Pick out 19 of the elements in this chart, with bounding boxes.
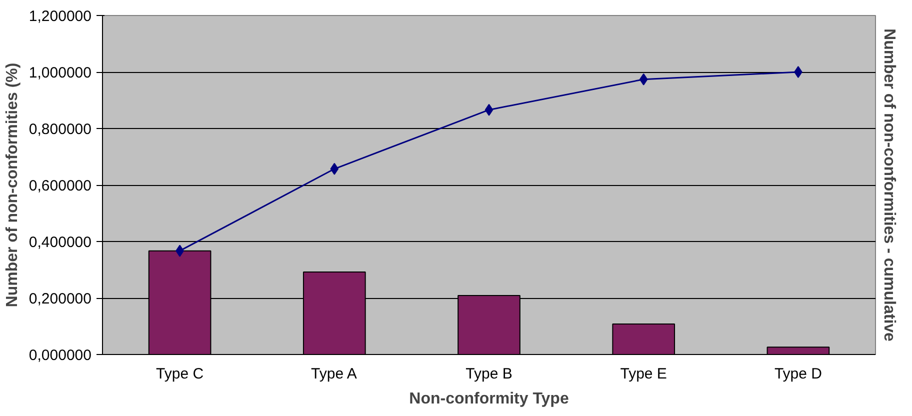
y-tick-label: 0,000000 (28, 347, 92, 364)
x-tick-label: Type E (620, 366, 667, 382)
y-tick-label: 1,200000 (28, 8, 92, 25)
point (330, 162, 339, 175)
y-tick-label: 0,200000 (28, 290, 92, 308)
x-tick-label: Type D (774, 366, 822, 382)
y2-axis-title: Number of non-conformities - cumulative (880, 28, 898, 342)
x-tick-label: Type B (466, 366, 512, 382)
x-tick-label: Type C (156, 366, 204, 382)
point (639, 73, 648, 86)
y-tick-label: 0,600000 (28, 178, 92, 194)
y-axis-title: Number of non-conformities (%) (4, 62, 21, 308)
x-axis-title: Non-conformity Type (409, 390, 569, 408)
y-tick-label: 1,000000 (28, 64, 92, 82)
y-tick-label: 0,800000 (28, 121, 92, 138)
point (484, 104, 494, 116)
x-tick-label: Type A (311, 366, 357, 382)
point (794, 66, 802, 78)
y-tick-label: 0,400000 (28, 234, 92, 251)
